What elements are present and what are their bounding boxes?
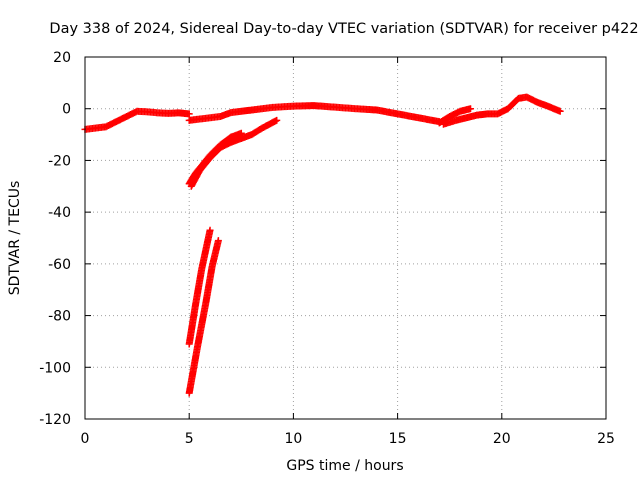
series-track-6 xyxy=(187,116,281,190)
series-track-1 xyxy=(81,107,193,133)
series-track-4 xyxy=(439,93,564,128)
y-tick-label: 20 xyxy=(53,50,71,66)
x-tick-label: 5 xyxy=(185,431,194,447)
plot-frame xyxy=(84,56,607,420)
y-tick-label: -20 xyxy=(48,153,71,169)
y-tick-label: -40 xyxy=(48,205,71,221)
tick-labels: 0 5 10 15 20 25 -120 -100 -80 -60 -40 -20 0 20 xyxy=(39,50,615,447)
data-point xyxy=(206,226,214,234)
series-track-8 xyxy=(185,237,222,397)
data-point xyxy=(273,116,281,124)
series-track-3 xyxy=(435,105,475,127)
series-track-2 xyxy=(185,102,443,126)
x-axis-label: GPS time / hours xyxy=(286,458,403,474)
data-point xyxy=(185,110,193,118)
x-tick-label: 10 xyxy=(284,431,302,447)
x-tick-label: 0 xyxy=(81,431,90,447)
data-point xyxy=(214,237,222,245)
y-tick-label: -100 xyxy=(39,360,71,376)
data-point xyxy=(556,107,564,115)
chart-title: Day 338 of 2024, Sidereal Day-to-day VTE… xyxy=(49,21,638,37)
data-points xyxy=(81,93,564,397)
y-tick-label: -60 xyxy=(48,257,71,273)
x-tick-label: 15 xyxy=(389,431,407,447)
y-axis-label: SDTVAR / TECUs xyxy=(7,181,23,296)
series-track-7 xyxy=(185,226,214,348)
y-tick-label: 0 xyxy=(62,102,71,118)
data-point xyxy=(467,105,475,113)
x-tick-label: 25 xyxy=(597,431,615,447)
y-tick-label: -120 xyxy=(39,412,71,428)
y-tick-label: -80 xyxy=(48,309,71,325)
x-tick-label: 20 xyxy=(493,431,511,447)
